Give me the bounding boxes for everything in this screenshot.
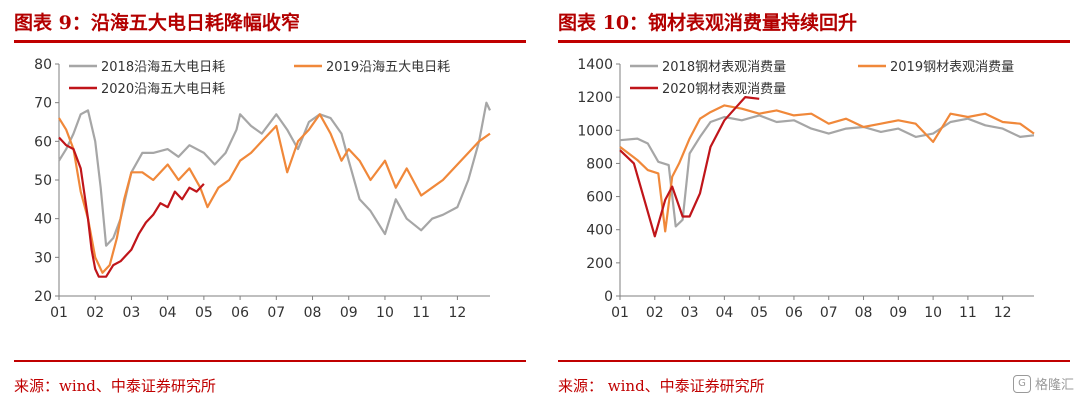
- left-panel: 图表 9：沿海五大电日耗降幅收窄 20 30 40 50 60 70 80 01 02 03 04 0…: [14, 0, 530, 404]
- left-line-chart: 20 30 40 50 60 70 80 01 02 03 04 05 06 07 08 09 10 11 12 20…: [34, 57, 491, 321]
- right-line-chart: 0 200 400 600 800 1000 1200 1400 01 02 03 04 05 06 07 0…: [577, 57, 1035, 321]
- right-source-rule: [558, 360, 1070, 362]
- y-tick-label: 30: [34, 250, 52, 266]
- right-chart-title: 图表 10：钢材表观消费量持续回升: [558, 12, 858, 34]
- x-tick-label: 12: [994, 305, 1012, 321]
- x-tick-label: 07: [267, 305, 285, 321]
- y-tick-label: 60: [34, 134, 52, 150]
- x-tick-label: 05: [750, 305, 768, 321]
- right-title-rule: [558, 40, 1070, 43]
- legend-label: 2020钢材表观消费量: [662, 82, 786, 97]
- x-tick-label: 08: [855, 305, 873, 321]
- y-tick-label: 1000: [577, 123, 613, 139]
- y-tick-label: 1400: [577, 57, 613, 73]
- legend-label: 2019钢材表观消费量: [890, 60, 1014, 75]
- series-line: [58, 101, 491, 247]
- left-chart-title: 图表 9：沿海五大电日耗降幅收窄: [14, 12, 300, 34]
- y-tick-label: 800: [586, 156, 613, 172]
- x-tick-label: 04: [715, 305, 733, 321]
- watermark-logo-icon: G: [1012, 374, 1031, 393]
- legend-label: 2020沿海五大电日耗: [101, 82, 225, 97]
- y-tick-label: 400: [586, 223, 613, 239]
- x-tick-label: 10: [376, 305, 394, 321]
- y-tick-label: 40: [34, 212, 52, 228]
- y-tick-label: 0: [604, 289, 613, 305]
- y-tick-label: 1200: [577, 90, 613, 106]
- x-tick-label: 03: [681, 305, 699, 321]
- y-tick-label: 200: [586, 256, 613, 272]
- series-line: [58, 136, 205, 278]
- x-tick-label: 11: [959, 305, 977, 321]
- x-tick-label: 04: [159, 305, 177, 321]
- x-tick-label: 03: [123, 305, 141, 321]
- x-tick-label: 07: [820, 305, 838, 321]
- y-tick-label: 80: [34, 57, 52, 73]
- left-source-note: 来源：wind、中泰证券研究所: [14, 377, 216, 395]
- series-line: [619, 114, 1035, 228]
- x-tick-label: 11: [412, 305, 430, 321]
- right-panel: 图表 10：钢材表观消费量持续回升 0 200 400 600 800 1000 1200 1…: [558, 0, 1074, 404]
- legend-label: 2019沿海五大电日耗: [326, 60, 450, 75]
- y-tick-label: 70: [34, 96, 52, 112]
- right-source-note: 来源： wind、中泰证券研究所: [558, 377, 765, 395]
- y-tick-label: 600: [586, 190, 613, 206]
- series-line: [619, 96, 760, 238]
- y-tick-label: 20: [34, 289, 52, 305]
- x-tick-label: 06: [785, 305, 803, 321]
- x-tick-label: 02: [86, 305, 104, 321]
- x-tick-label: 09: [340, 305, 358, 321]
- series-line: [619, 104, 1035, 233]
- x-tick-label: 10: [924, 305, 942, 321]
- series-line: [58, 113, 491, 274]
- x-tick-label: 06: [231, 305, 249, 321]
- left-source-rule: [14, 360, 526, 362]
- watermark: G 格隆汇: [1012, 374, 1074, 393]
- x-tick-label: 09: [889, 305, 907, 321]
- legend-label: 2018沿海五大电日耗: [101, 60, 225, 75]
- watermark-text: 格隆汇: [1034, 378, 1074, 393]
- legend-label: 2018钢材表观消费量: [662, 60, 786, 75]
- x-tick-label: 12: [448, 305, 466, 321]
- x-tick-label: 08: [304, 305, 322, 321]
- x-tick-label: 01: [50, 305, 68, 321]
- x-tick-label: 05: [195, 305, 213, 321]
- x-tick-label: 02: [646, 305, 664, 321]
- left-title-rule: [14, 40, 526, 43]
- x-tick-label: 01: [611, 305, 629, 321]
- y-tick-label: 50: [34, 173, 52, 189]
